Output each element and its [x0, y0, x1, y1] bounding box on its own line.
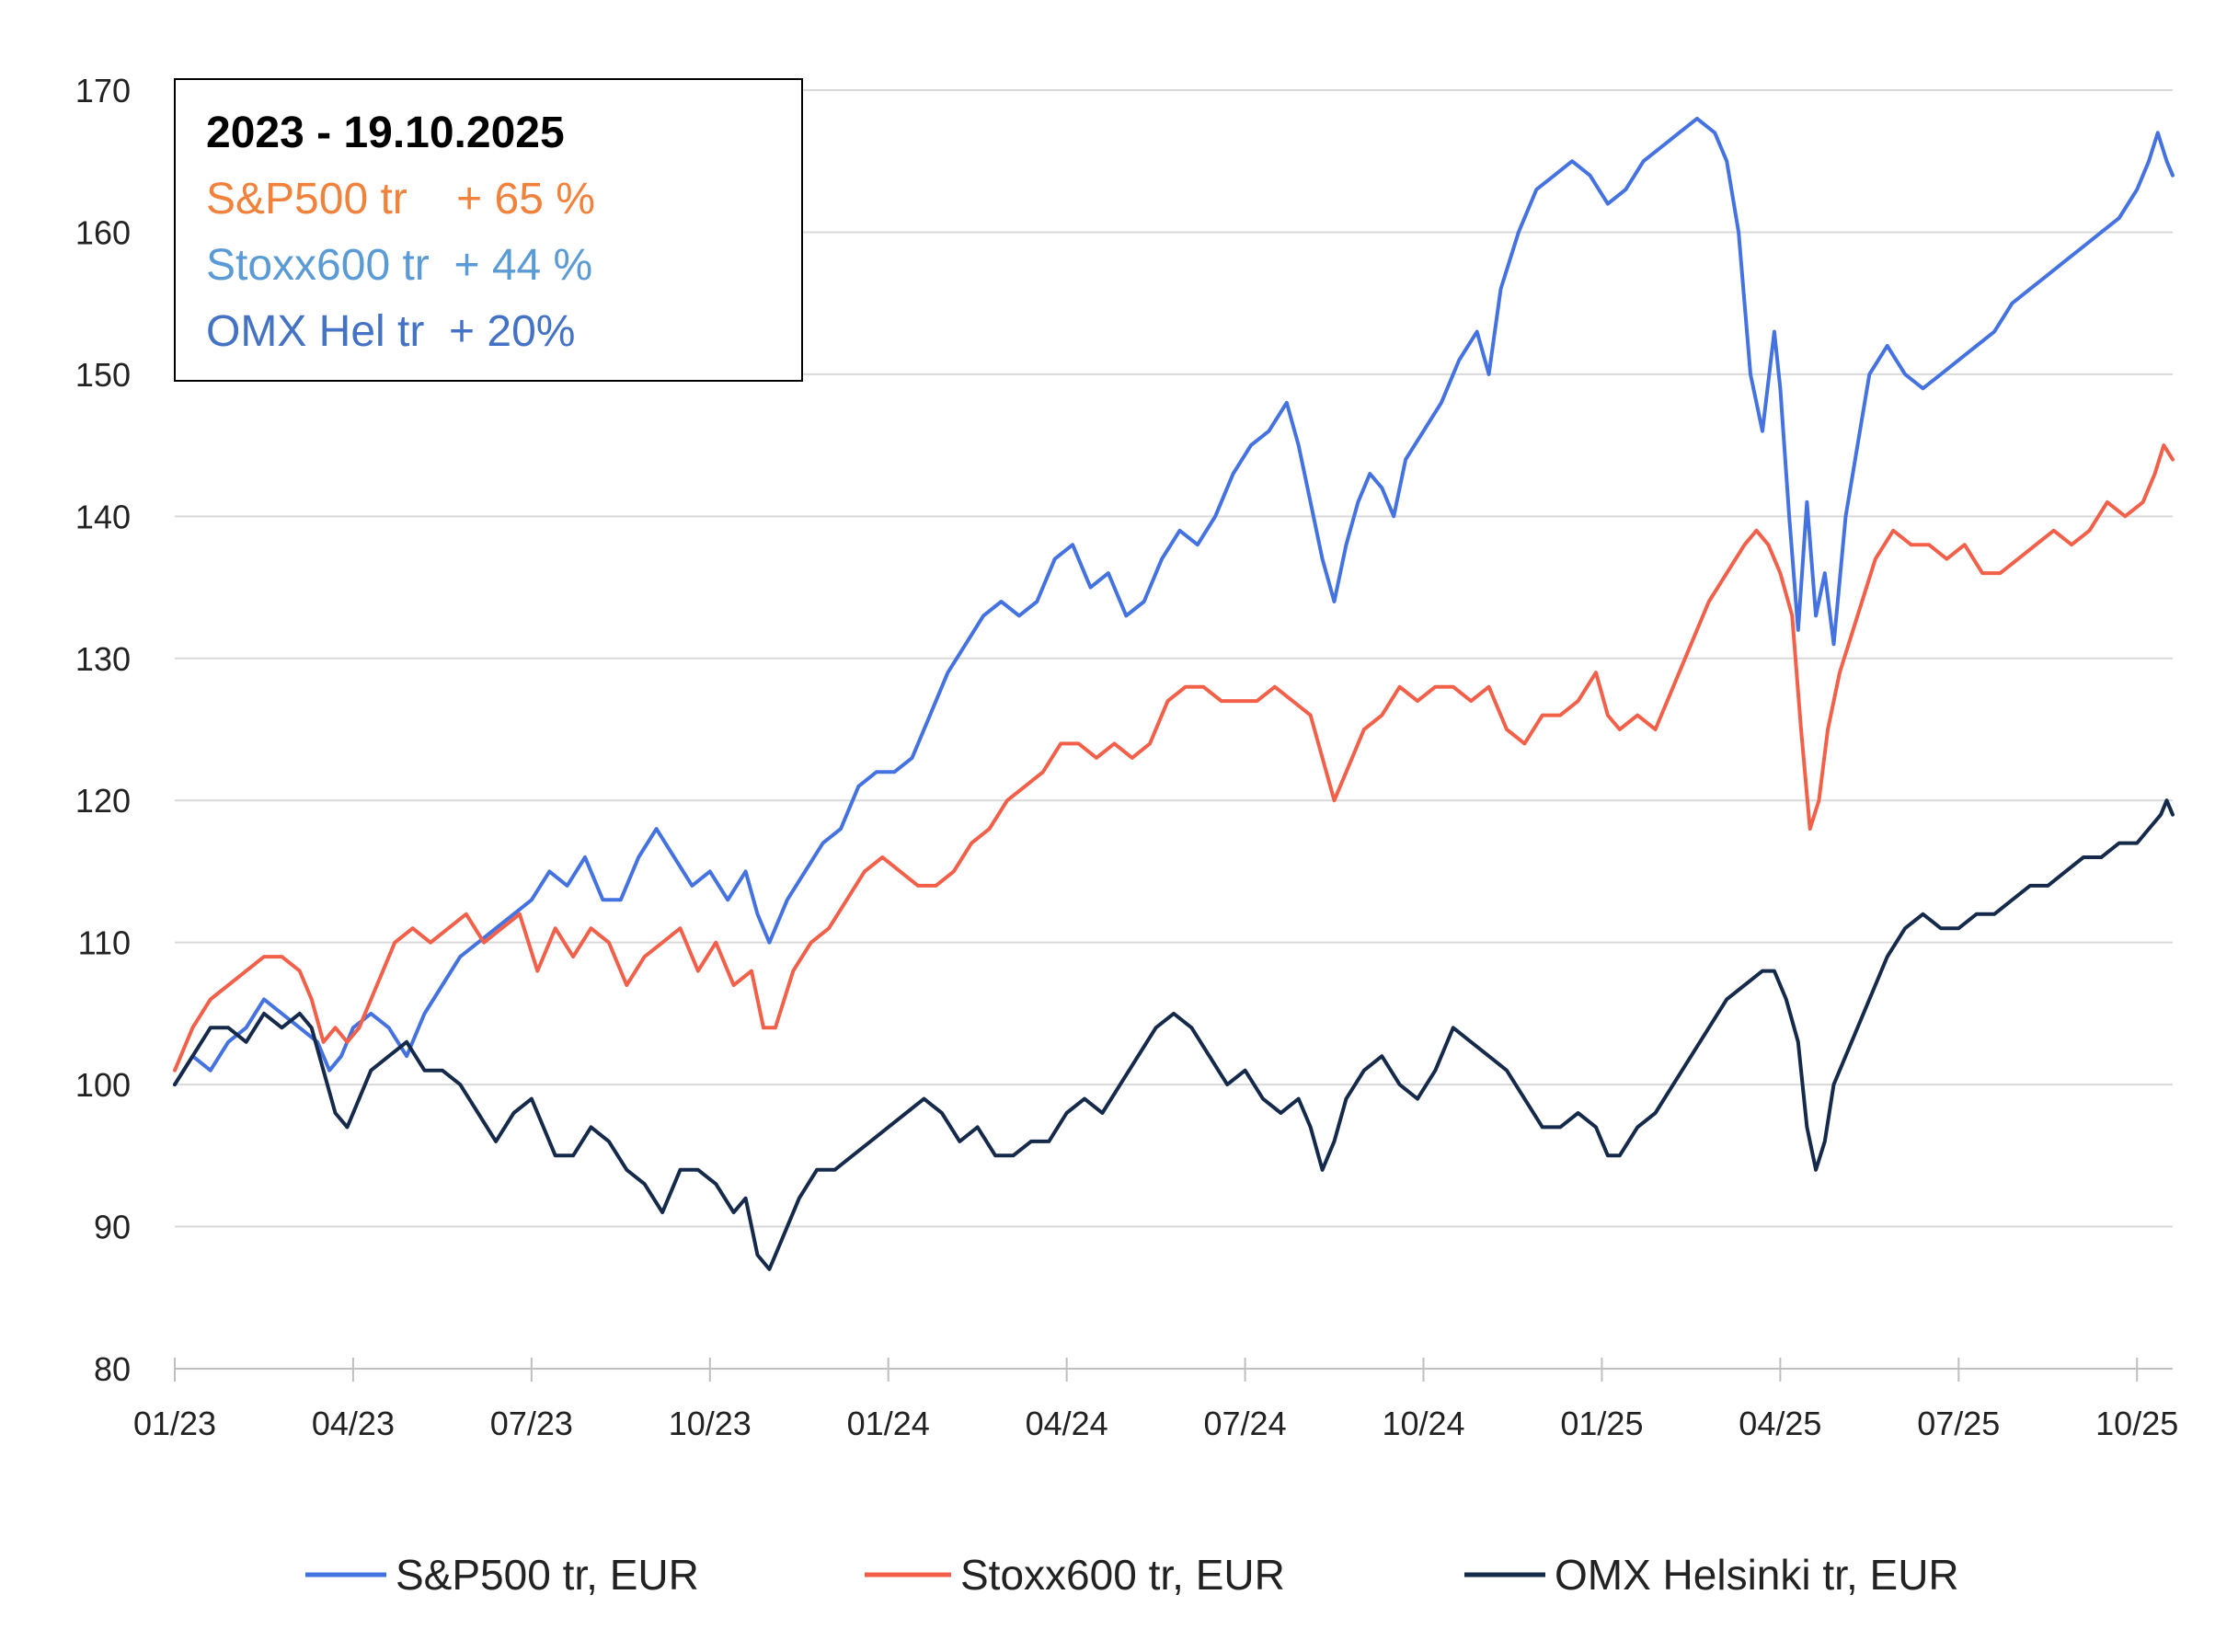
series-layer	[173, 116, 2175, 1271]
x-tick-label-07-25: 07/25	[1917, 1405, 2000, 1442]
annotation-omx-hel: OMX Hel tr + 20%	[206, 307, 575, 356]
x-tick-label-10-25: 10/25	[2095, 1405, 2178, 1442]
series-line-omx-helsinki	[173, 798, 2175, 1271]
y-tick-label-170: 170	[75, 72, 131, 109]
legend-item-omx-helsinki: OMX Helsinki tr, EUR	[1464, 1551, 1959, 1599]
x-tick-label-07-23: 07/23	[490, 1405, 573, 1442]
x-tick-label-01-24: 01/24	[847, 1405, 930, 1442]
y-tick-label-90: 90	[94, 1209, 131, 1246]
legend-label-omx-helsinki: OMX Helsinki tr, EUR	[1555, 1551, 1959, 1599]
x-tick-label-10-24: 10/24	[1382, 1405, 1464, 1442]
axis-layer: 80 90 100 110 120 130 140 150 160 170 01/23 04/23 07…	[75, 72, 2178, 1442]
legend-item-sp500: S&P500 tr, EUR	[305, 1551, 699, 1599]
y-tick-label-100: 100	[75, 1066, 131, 1104]
annotation-title: 2023 - 19.10.2025	[206, 109, 565, 157]
y-tick-label-80: 80	[94, 1350, 131, 1388]
annotation-sp500: S&P500 tr + 65 %	[206, 175, 595, 224]
annotation-stoxx600: Stoxx600 tr + 44 %	[206, 241, 592, 290]
y-tick-label-150: 150	[75, 356, 131, 394]
y-tick-label-110: 110	[78, 924, 131, 962]
x-tick-label-04-25: 04/25	[1739, 1405, 1821, 1442]
x-tick-label-01-23: 01/23	[133, 1405, 216, 1442]
series-line-stoxx600	[173, 443, 2175, 1073]
x-tick-label-04-23: 04/23	[312, 1405, 395, 1442]
legend-item-stoxx600: Stoxx600 tr, EUR	[865, 1551, 1285, 1599]
x-tick-label-07-24: 07/24	[1204, 1405, 1287, 1442]
x-tick-label-10-23: 10/23	[669, 1405, 752, 1442]
x-tick-label-01-25: 01/25	[1560, 1405, 1643, 1442]
y-tick-label-120: 120	[75, 782, 131, 820]
legend-label-stoxx600: Stoxx600 tr, EUR	[960, 1551, 1285, 1599]
y-tick-label-140: 140	[75, 498, 131, 535]
y-tick-label-130: 130	[75, 640, 131, 678]
x-tick-label-04-24: 04/24	[1026, 1405, 1108, 1442]
legend-label-sp500: S&P500 tr, EUR	[396, 1551, 699, 1599]
annotation-box: 2023 - 19.10.2025 S&P500 tr + 65 % Stoxx…	[174, 78, 803, 382]
legend: S&P500 tr, EUR Stoxx600 tr, EUR OMX Hels…	[305, 1551, 1959, 1599]
series-line-sp500	[173, 116, 2175, 1087]
y-tick-label-160: 160	[75, 213, 131, 251]
annotation-frame	[174, 78, 803, 382]
